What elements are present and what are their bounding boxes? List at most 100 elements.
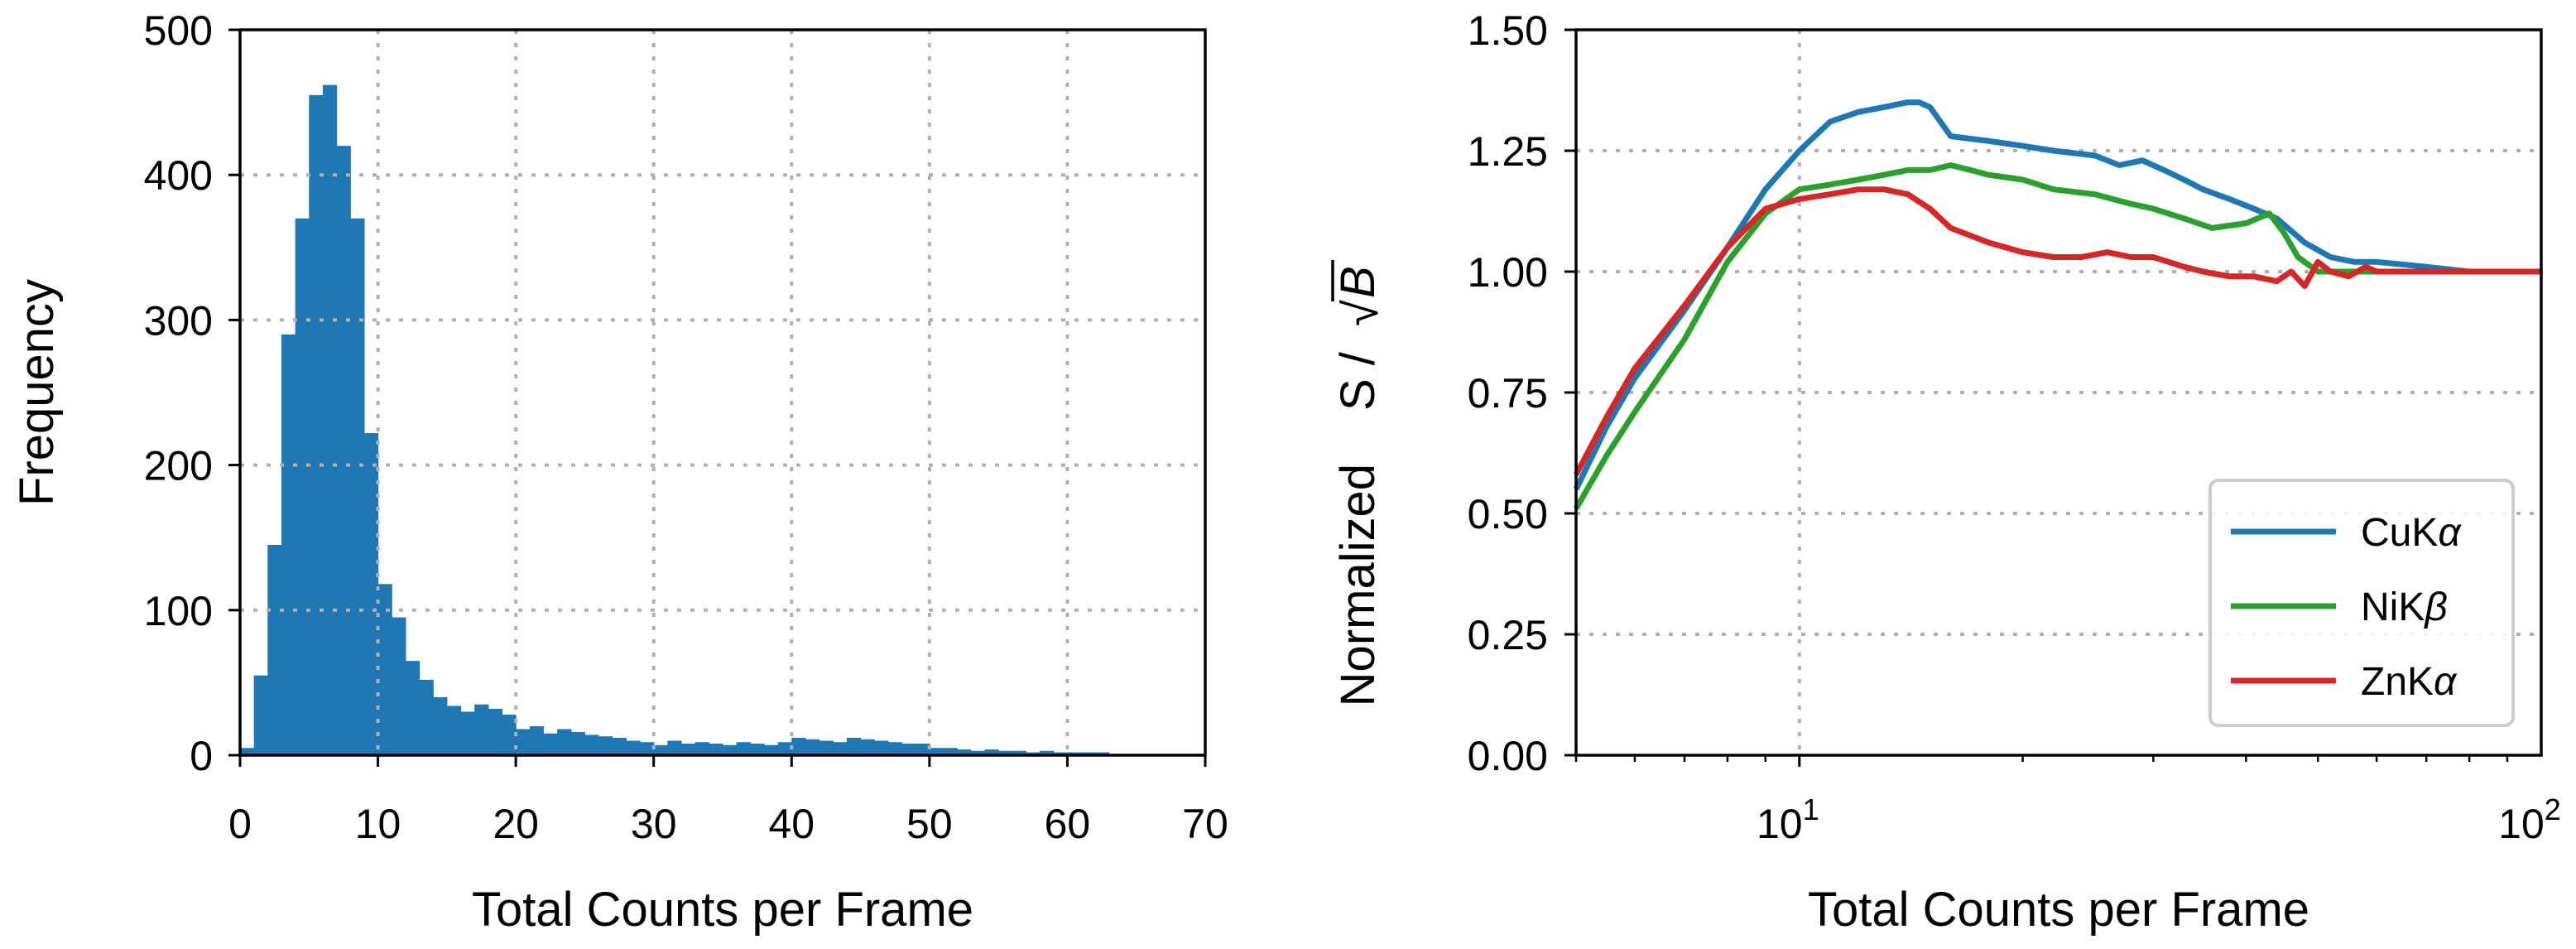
histogram-bar xyxy=(1081,752,1096,755)
histogram-bar xyxy=(516,729,531,755)
histogram-bar xyxy=(957,749,972,755)
histogram-bar xyxy=(750,743,765,755)
y-axis-label-expr: S / xyxy=(1331,351,1385,411)
y-tick-label: 1.50 xyxy=(1468,7,1548,54)
histogram-bar xyxy=(1053,752,1069,755)
series-line-cuk-alpha xyxy=(1573,99,2541,491)
y-tick-label: 200 xyxy=(144,443,213,489)
y-tick-label: 100 xyxy=(144,588,213,634)
histogram-bar xyxy=(281,334,296,755)
histogram-bar xyxy=(1067,752,1082,755)
histogram-bar xyxy=(460,711,475,755)
histogram-bar xyxy=(736,742,751,755)
histogram-bar xyxy=(405,661,421,755)
histogram-bar xyxy=(363,433,379,755)
histogram-axes-frame xyxy=(238,28,1207,757)
series-line-nik-beta xyxy=(1573,162,2541,510)
legend-label: CuKα xyxy=(2361,511,2462,555)
x-tick-label: 60 xyxy=(1045,801,1091,847)
histogram-bar xyxy=(763,744,779,755)
histogram-bar xyxy=(860,739,875,755)
histogram-grid xyxy=(240,30,1205,755)
histogram-bar xyxy=(791,737,806,755)
histogram-bar xyxy=(322,84,338,756)
histogram-bar xyxy=(681,743,696,755)
histogram-bar xyxy=(640,742,655,755)
y-tick-label: 0.50 xyxy=(1468,491,1548,537)
histogram-bar xyxy=(777,742,792,755)
histogram-bar xyxy=(377,584,392,755)
x-axis-label: Total Counts per Frame xyxy=(472,883,973,937)
x-tick-label: 40 xyxy=(768,801,815,847)
histogram-bar xyxy=(626,740,641,755)
histogram-bar xyxy=(598,736,613,755)
x-tick-label: 0 xyxy=(228,801,252,847)
y-axis-label-sqrt-arg: B xyxy=(1331,266,1385,298)
y-tick-label: 1.25 xyxy=(1468,128,1548,175)
histogram-bar xyxy=(694,742,709,755)
histogram-bar xyxy=(667,740,682,755)
histogram-panel: 0 10 20 30 40 50 60 70 0 100 200 300 400 500 Total Cou… xyxy=(10,7,1228,937)
histogram-bar xyxy=(943,748,958,755)
y-axis-label-prefix: Normalized xyxy=(1331,464,1385,706)
x-axis-label: Total Counts per Frame xyxy=(1808,883,2309,937)
histogram-bar xyxy=(653,744,668,755)
histogram-bar xyxy=(502,714,517,755)
histogram-bar xyxy=(240,748,255,755)
histogram-bar xyxy=(488,708,503,755)
histogram-bar xyxy=(433,696,448,755)
histogram-bar xyxy=(584,735,599,755)
x-tick-label: 30 xyxy=(631,801,677,847)
histogram-bar xyxy=(984,749,999,755)
y-tick-label: 300 xyxy=(144,297,213,344)
histogram-bar xyxy=(295,218,310,755)
histogram-bar xyxy=(336,146,351,755)
x-tick-label: 70 xyxy=(1182,801,1228,847)
histogram-bar xyxy=(723,744,738,755)
histogram-bar xyxy=(1040,750,1055,755)
legend: CuKα NiKβ ZnKα xyxy=(2208,479,2515,727)
sqrt-sign: √ xyxy=(1334,300,1388,326)
histogram-bar xyxy=(557,729,572,755)
y-tick-label: 0.75 xyxy=(1468,370,1548,417)
legend-box xyxy=(2208,479,2515,727)
histogram-bar xyxy=(805,739,820,755)
histogram-bar xyxy=(1026,752,1040,755)
histogram-bar xyxy=(916,743,930,755)
y-axis-label: Frequency xyxy=(10,279,64,506)
histogram-bar xyxy=(709,743,723,755)
histogram-bar xyxy=(419,679,434,755)
histogram-bar xyxy=(350,218,365,755)
histogram-bar xyxy=(833,742,848,755)
series-line-znk-alpha xyxy=(1573,186,2541,476)
histogram-bar xyxy=(612,737,627,755)
histogram-bar xyxy=(253,675,268,755)
x-tick-label: 101 xyxy=(1757,792,1819,847)
sn-line-panel: 101 102 0.00 0.25 0.50 0.75 1.00 1.25 1.50 Total … xyxy=(1331,7,2561,937)
x-tick-label: 102 xyxy=(2498,792,2561,847)
histogram-bar xyxy=(309,94,324,756)
legend-label: NiKβ xyxy=(2361,585,2448,629)
y-tick-label: 0.25 xyxy=(1468,612,1548,658)
histogram-bar xyxy=(887,742,903,755)
x-tick-label: 50 xyxy=(906,801,953,847)
histogram-bar xyxy=(392,617,406,755)
histogram-bar xyxy=(1094,752,1109,755)
y-tick-label: 400 xyxy=(144,152,213,199)
histogram-bar xyxy=(874,740,889,755)
y-tick-label: 500 xyxy=(144,7,213,54)
legend-label: ZnKα xyxy=(2361,660,2458,704)
histogram-bar xyxy=(998,750,1013,755)
histogram-bar xyxy=(901,743,916,755)
histogram-bar xyxy=(1012,750,1027,755)
histogram-bar xyxy=(846,737,862,755)
histogram-bar xyxy=(970,750,986,755)
histogram-bars xyxy=(240,84,1206,756)
histogram-bar xyxy=(929,748,944,755)
histogram-bar xyxy=(819,740,834,755)
histogram-bar xyxy=(529,725,545,755)
x-tick-label: 20 xyxy=(493,801,539,847)
histogram-bar xyxy=(446,706,462,755)
y-tick-label: 1.00 xyxy=(1468,249,1548,296)
